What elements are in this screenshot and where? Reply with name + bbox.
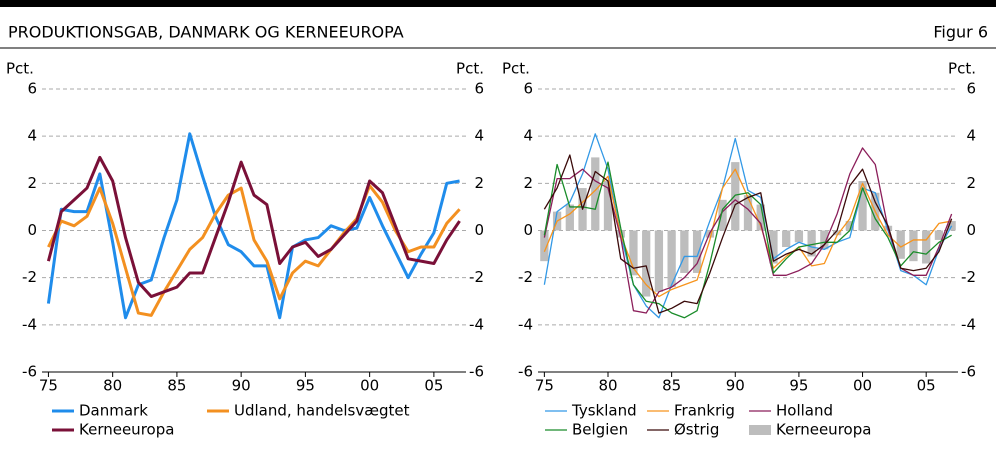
y2-tick-label: 6 (474, 80, 484, 98)
y2-tick-label: -4 (961, 315, 976, 333)
bar (667, 230, 676, 288)
bar (565, 204, 574, 231)
y-tick-label: 4 (523, 127, 533, 145)
legend-label: Frankrig (674, 402, 735, 420)
x-tick-label: 05 (424, 377, 443, 395)
bar (832, 230, 842, 236)
y2-tick-label: 6 (966, 80, 976, 98)
legend-label: Østrig (674, 421, 719, 439)
bar (922, 230, 931, 264)
x-tick-label: 90 (232, 377, 251, 395)
x-tick-label: 05 (917, 377, 936, 395)
y-tick-label: 0 (27, 221, 37, 239)
y-tick-label: 6 (27, 80, 37, 98)
bar (603, 180, 613, 231)
legend-label: Kerneeuropa (79, 421, 174, 439)
y-tick-label: -2 (22, 268, 37, 286)
y2-tick-label: -6 (469, 363, 484, 381)
x-tick-label: 95 (296, 377, 315, 395)
y-tick-label: -4 (518, 315, 533, 333)
bar (718, 199, 727, 231)
y-tick-label: -2 (518, 268, 533, 286)
bar (934, 230, 944, 240)
series-line (543, 161, 952, 319)
y2-tick-label: 0 (966, 221, 976, 239)
y-tick-label: 2 (27, 174, 37, 192)
bar (680, 230, 689, 273)
y-axis-title: Pct. (6, 60, 34, 78)
x-tick-label: 85 (167, 377, 186, 395)
x-tick-label: 85 (662, 377, 681, 395)
y2-tick-label: 2 (474, 174, 484, 192)
y-tick-label: -4 (22, 315, 37, 333)
bar (858, 180, 867, 231)
y-axis-title: Pct. (502, 60, 530, 78)
series-line (543, 154, 953, 314)
bar (654, 230, 664, 292)
bar (642, 230, 651, 297)
series-line (46, 132, 460, 320)
bar (756, 204, 765, 231)
y-tick-label: 6 (523, 80, 533, 98)
y-tick-label: 2 (523, 174, 533, 192)
bar (540, 230, 549, 262)
legend-label: Holland (776, 402, 833, 420)
series-line (47, 184, 461, 317)
legend-swatch (749, 425, 771, 435)
bar (731, 162, 740, 231)
bar (807, 230, 816, 257)
x-tick-label: 75 (535, 377, 554, 395)
figure-title: PRODUKTIONSGAB, DANMARK OG KERNEEUROPA (8, 23, 404, 42)
figure-number: Figur 6 (933, 23, 988, 42)
x-tick-label: 00 (360, 377, 379, 395)
series-line (46, 155, 461, 299)
bar (909, 230, 918, 262)
y2-tick-label: -4 (469, 315, 484, 333)
y-tick-label: 0 (523, 221, 533, 239)
bar (896, 230, 905, 259)
legend-label: Kerneeuropa (776, 421, 871, 439)
legend-label: Tyskland (571, 402, 637, 420)
bar (794, 230, 804, 243)
x-tick-label: 80 (103, 377, 122, 395)
x-tick-label: 95 (789, 377, 808, 395)
legend-label: Udland, handelsvægtet (234, 402, 410, 420)
legend-label: Danmark (79, 402, 148, 420)
bar (782, 230, 791, 248)
y2-tick-label: -2 (961, 268, 976, 286)
bar (845, 221, 854, 231)
x-tick-label: 75 (39, 377, 58, 395)
y2-tick-label: 4 (474, 127, 484, 145)
bar (743, 195, 753, 231)
bar (769, 230, 778, 264)
y2-axis-title: Pct. (456, 60, 484, 78)
x-tick-label: 80 (598, 377, 617, 395)
x-tick-label: 00 (853, 377, 872, 395)
y2-tick-label: 4 (966, 127, 976, 145)
y-tick-label: -6 (518, 363, 533, 381)
y-tick-label: 4 (27, 127, 37, 145)
y2-tick-label: -2 (469, 268, 484, 286)
legend-label: Belgien (572, 421, 628, 439)
bar (629, 230, 638, 276)
bar (591, 157, 600, 231)
y2-axis-title: Pct. (948, 60, 976, 78)
y2-tick-label: -6 (961, 363, 976, 381)
bar (692, 230, 702, 273)
x-tick-label: 90 (726, 377, 745, 395)
y2-tick-label: 2 (966, 174, 976, 192)
bar (820, 230, 829, 250)
top-bar (0, 0, 996, 7)
y-tick-label: -6 (22, 363, 37, 381)
y2-tick-label: 0 (474, 221, 484, 239)
